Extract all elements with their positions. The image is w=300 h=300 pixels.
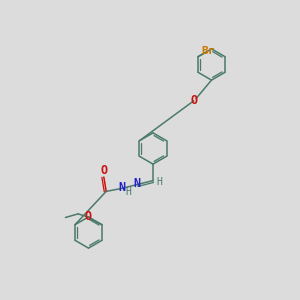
Text: H: H xyxy=(157,177,163,187)
Text: N: N xyxy=(134,177,141,190)
Text: H: H xyxy=(125,187,131,197)
Text: N: N xyxy=(118,181,125,194)
Text: O: O xyxy=(100,164,107,178)
Text: O: O xyxy=(85,210,92,224)
Text: Br: Br xyxy=(202,46,215,56)
Text: O: O xyxy=(190,94,197,107)
